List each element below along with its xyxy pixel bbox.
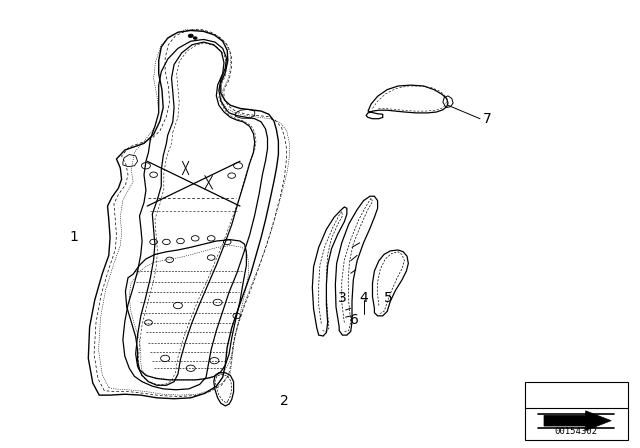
Bar xyxy=(525,382,628,440)
Text: 3: 3 xyxy=(338,291,347,305)
Text: 7: 7 xyxy=(483,112,492,126)
Text: 1: 1 xyxy=(69,230,78,245)
Circle shape xyxy=(188,34,193,38)
Polygon shape xyxy=(544,411,611,431)
Text: 00154302: 00154302 xyxy=(554,427,598,436)
Circle shape xyxy=(193,37,197,39)
Text: 5: 5 xyxy=(384,291,393,305)
Text: 4: 4 xyxy=(359,291,368,305)
Text: 6: 6 xyxy=(350,313,359,327)
Text: 2: 2 xyxy=(280,394,289,408)
